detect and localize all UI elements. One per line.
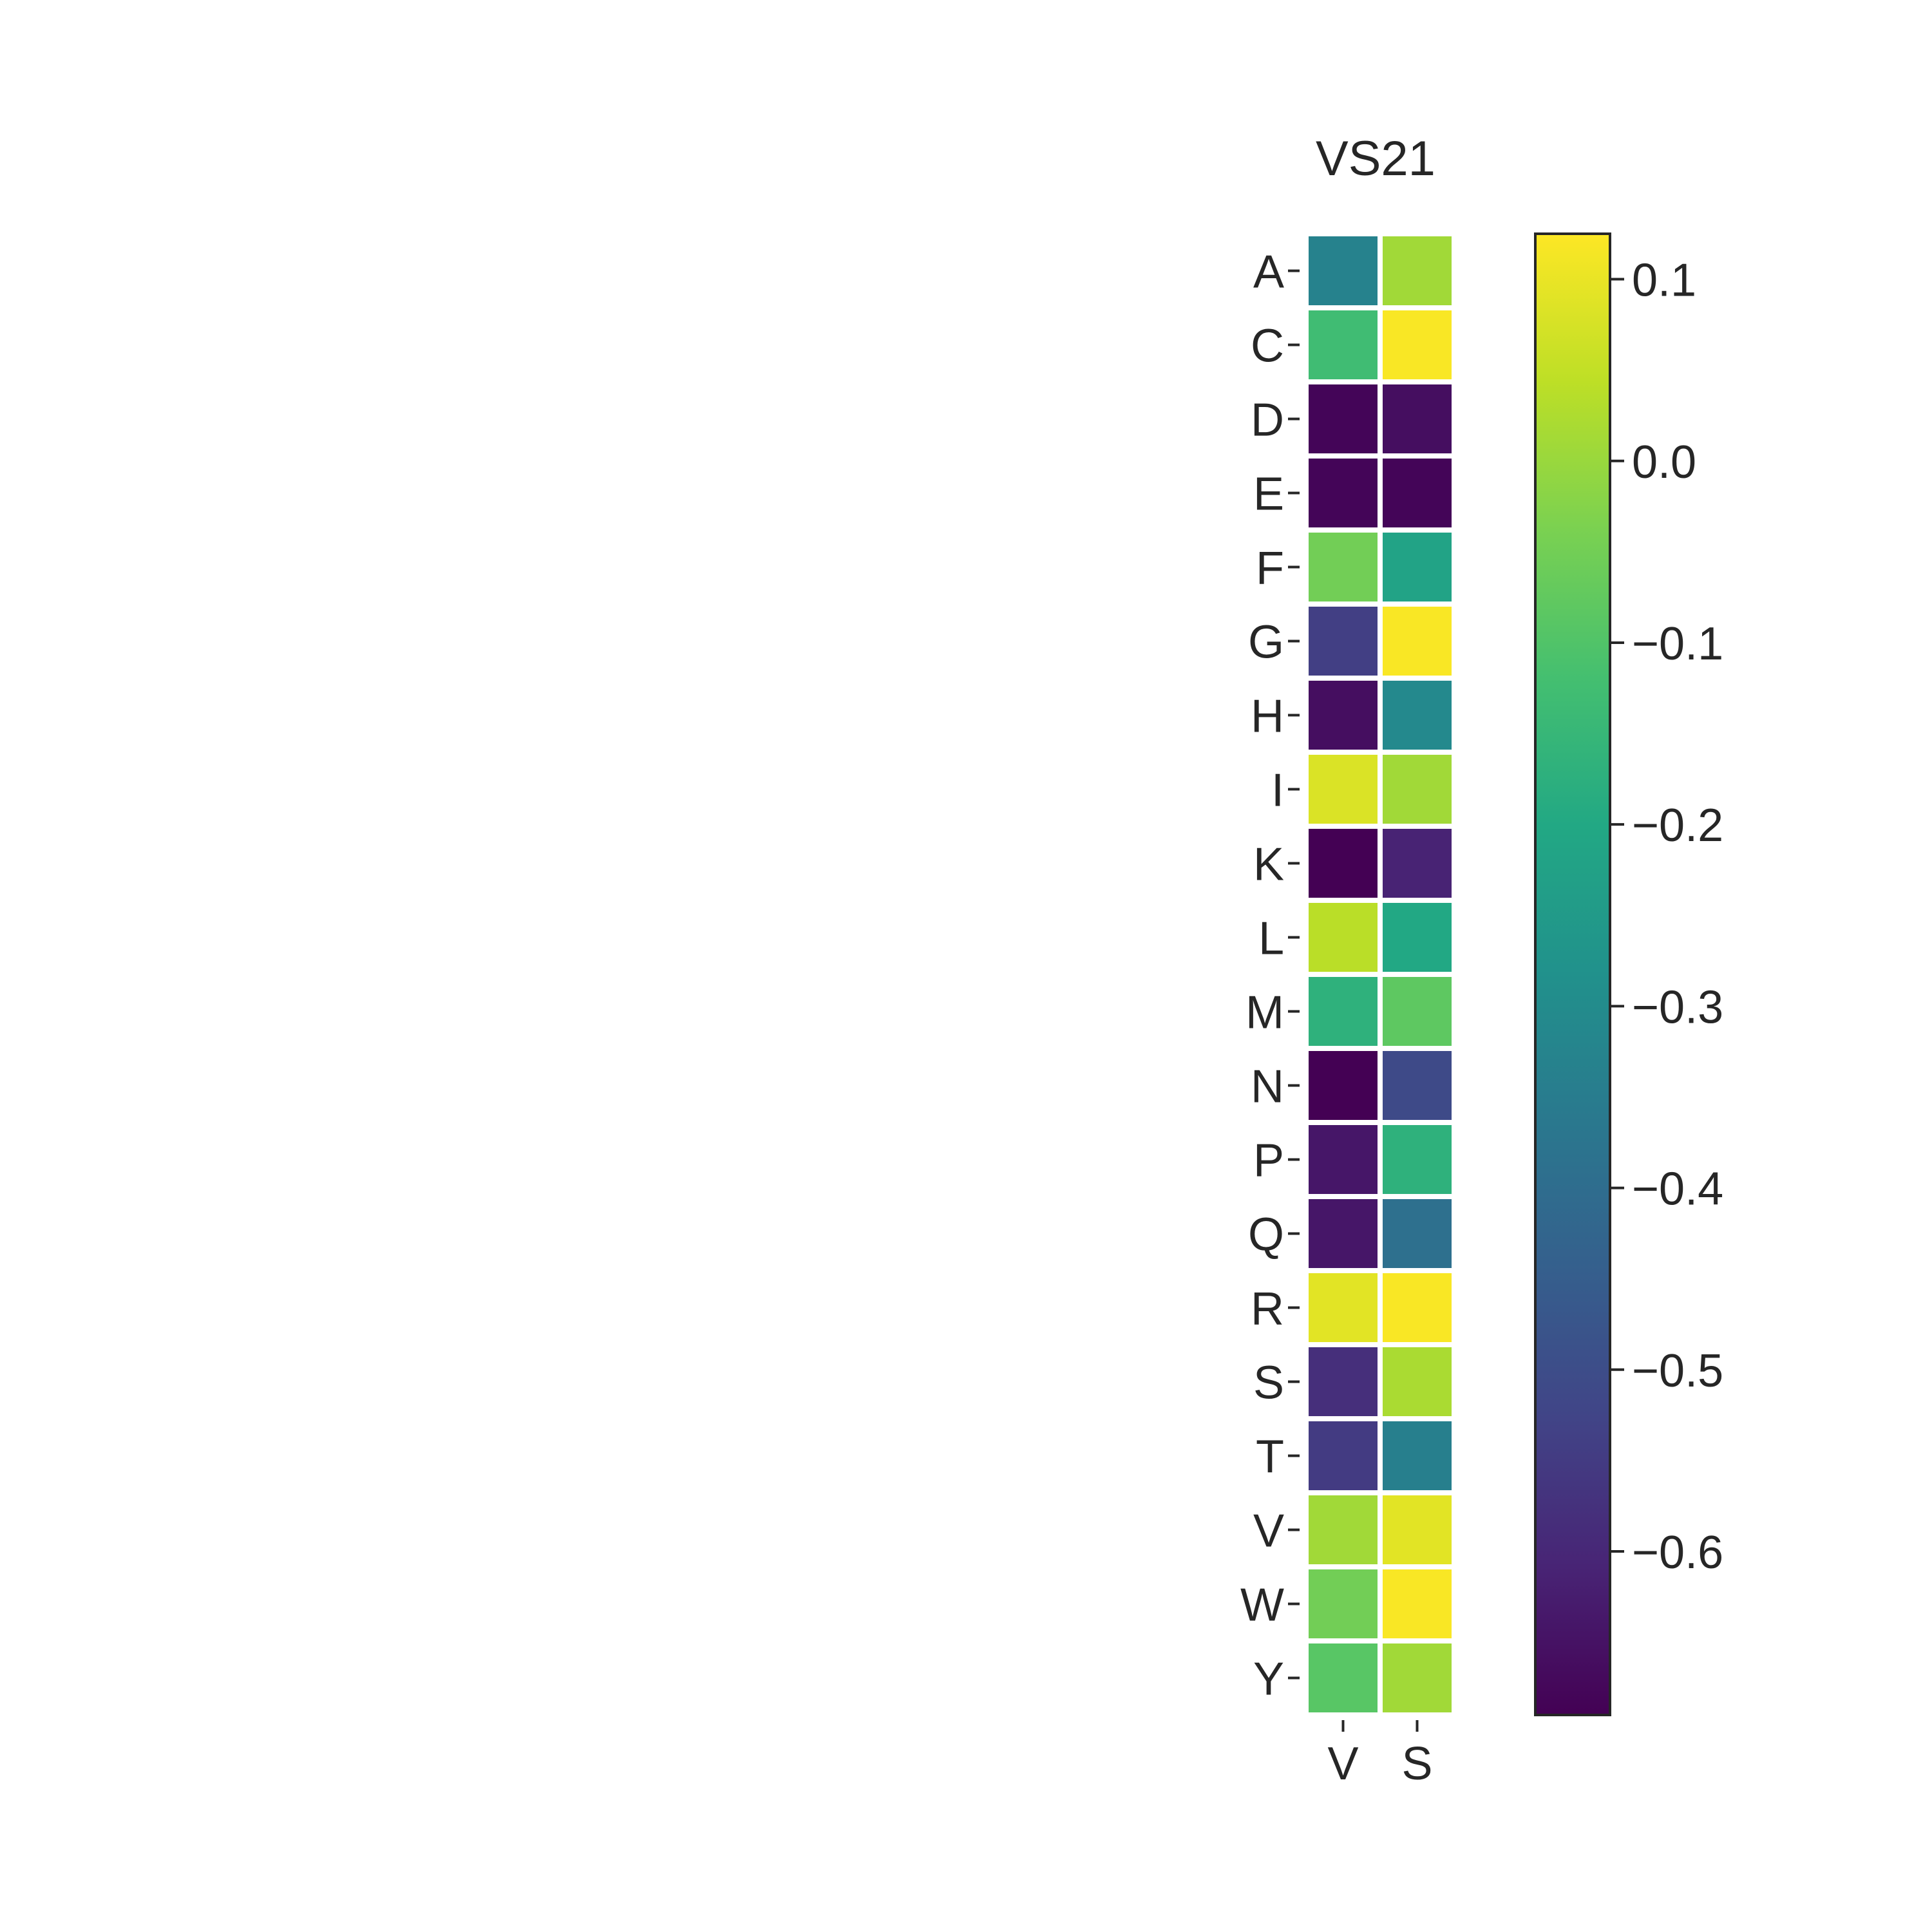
heatmap-cell [1303, 1194, 1383, 1273]
heatmap-cell [1378, 1046, 1457, 1125]
y-tick-label: N [1251, 1061, 1284, 1113]
heatmap-cell [1378, 1120, 1457, 1199]
y-tick-label: T [1256, 1432, 1284, 1483]
colorbar-tick-label: −0.6 [1632, 1527, 1723, 1578]
heatmap-cells [1303, 231, 1457, 1718]
heatmap-cell [1303, 453, 1383, 533]
y-tick-label: E [1253, 469, 1284, 520]
heatmap-cell [1303, 1120, 1383, 1199]
heatmap-cell [1303, 1638, 1383, 1718]
heatmap-cell [1378, 972, 1457, 1051]
y-tick-label: F [1256, 543, 1284, 594]
heatmap-cell [1378, 1564, 1457, 1643]
heatmap-cell [1378, 1342, 1457, 1421]
colorbar-gradient [1534, 232, 1611, 1716]
heatmap-cell [1303, 750, 1383, 829]
colorbar-tick-label: −0.5 [1632, 1345, 1723, 1397]
y-tick-label: K [1253, 839, 1284, 891]
x-tick-label: S [1401, 1738, 1432, 1790]
heatmap-cell [1378, 305, 1457, 384]
heatmap-cell [1303, 972, 1383, 1051]
x-tick-label: V [1327, 1738, 1358, 1790]
heatmap-cell [1303, 231, 1383, 310]
y-tick-label: L [1258, 913, 1284, 965]
chart-title: VS21 [1316, 131, 1435, 186]
heatmap-cell [1303, 1564, 1383, 1643]
y-tick-label: W [1240, 1580, 1284, 1631]
heatmap-cell [1378, 1490, 1457, 1569]
y-tick-label: I [1271, 765, 1284, 817]
heatmap-cell [1303, 824, 1383, 903]
heatmap-cell [1303, 1268, 1383, 1347]
heatmap-cell [1303, 379, 1383, 459]
heatmap-cell [1378, 824, 1457, 903]
y-tick-label: Q [1248, 1209, 1284, 1261]
heatmap-cell [1378, 1638, 1457, 1718]
heatmap-cell [1303, 601, 1383, 681]
y-tick-label: D [1251, 395, 1284, 446]
heatmap-cell [1378, 601, 1457, 681]
y-tick-label: C [1251, 321, 1284, 372]
y-tick-label: Y [1253, 1654, 1284, 1705]
heatmap-cell [1303, 305, 1383, 384]
heatmap-cell [1378, 898, 1457, 977]
heatmap-cell [1378, 1268, 1457, 1347]
heatmap-cell [1303, 1416, 1383, 1495]
heatmap-cell [1378, 453, 1457, 533]
heatmap-cell [1378, 379, 1457, 459]
y-tick-label: H [1251, 691, 1284, 743]
y-tick-label: S [1253, 1358, 1284, 1409]
heatmap-cell [1378, 527, 1457, 607]
y-tick-label: V [1253, 1506, 1284, 1557]
colorbar-ticks: 0.1 0.0 −0.1 −0.2 −0.3 −0.4 −0.5 −0.6 [1610, 255, 1723, 1578]
y-tick-label: G [1248, 617, 1284, 668]
y-tick-label: M [1245, 987, 1284, 1039]
heatmap-cell [1378, 1194, 1457, 1273]
colorbar-tick-label: 0.0 [1632, 437, 1696, 488]
heatmap-cell [1303, 1490, 1383, 1569]
y-tick-label: A [1253, 247, 1284, 298]
heatmap-cell [1378, 1416, 1457, 1495]
heatmap-cell [1378, 750, 1457, 829]
heatmap-cell [1303, 1046, 1383, 1125]
colorbar-tick-label: −0.2 [1632, 800, 1723, 851]
heatmap-cell [1303, 676, 1383, 755]
y-tick-label: R [1251, 1283, 1284, 1335]
colorbar-tick-label: −0.1 [1632, 618, 1723, 670]
y-tick-label: P [1253, 1135, 1284, 1187]
heatmap-cell [1378, 676, 1457, 755]
colorbar-tick-label: −0.3 [1632, 981, 1723, 1033]
heatmap-cell [1303, 527, 1383, 607]
colorbar-tick-label: 0.1 [1632, 255, 1696, 307]
heatmap-cell [1303, 1342, 1383, 1421]
colorbar [1534, 232, 1611, 1716]
heatmap-cell [1303, 898, 1383, 977]
heatmap-cell [1378, 231, 1457, 310]
colorbar-tick-label: −0.4 [1632, 1164, 1723, 1215]
